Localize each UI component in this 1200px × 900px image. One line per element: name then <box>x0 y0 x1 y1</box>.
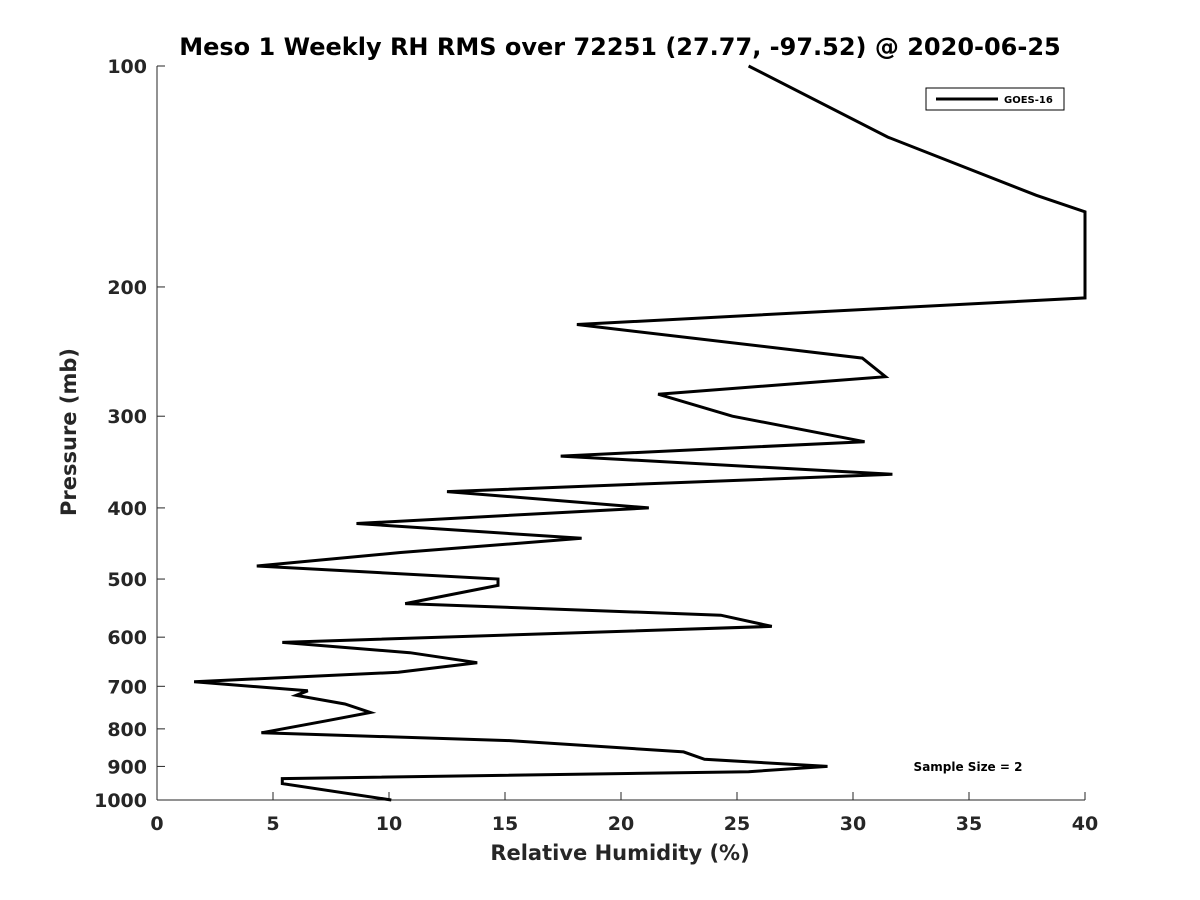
series-layer <box>193 64 1087 802</box>
y-axis-label: Pressure (mb) <box>57 348 81 516</box>
x-tick-label: 0 <box>150 813 163 835</box>
y-tick-label: 900 <box>107 756 147 778</box>
legend-entry-goes-16: GOES-16 <box>1004 95 1053 106</box>
y-tick-label: 200 <box>107 277 147 299</box>
y-tick-label: 1000 <box>94 790 147 812</box>
y-tick-label: 600 <box>107 627 147 649</box>
sample-size-annotation: Sample Size = 2 <box>914 760 1023 774</box>
y-tick-label: 800 <box>107 719 147 741</box>
y-tick-label: 700 <box>107 676 147 698</box>
y-tick-label: 400 <box>107 498 147 520</box>
x-axis: 0 5 10 15 20 25 30 35 40 <box>150 792 1098 835</box>
legend: GOES-16 <box>925 87 1065 111</box>
x-tick-label: 35 <box>956 813 982 835</box>
x-tick-label: 5 <box>266 813 279 835</box>
x-tick-label: 15 <box>492 813 518 835</box>
series-line-goes-16 <box>193 64 1087 802</box>
y-tick-label: 100 <box>107 56 147 78</box>
y-tick-label: 500 <box>107 569 147 591</box>
x-tick-label: 30 <box>840 813 866 835</box>
x-tick-label: 20 <box>608 813 634 835</box>
y-tick-label: 300 <box>107 406 147 428</box>
x-axis-label: Relative Humidity (%) <box>490 841 749 865</box>
x-tick-label: 25 <box>724 813 750 835</box>
chart-title: Meso 1 Weekly RH RMS over 72251 (27.77, … <box>179 33 1061 61</box>
x-tick-label: 10 <box>376 813 402 835</box>
x-tick-label: 40 <box>1072 813 1098 835</box>
y-axis: 100 200 300 400 500 600 700 800 900 1000 <box>94 56 165 812</box>
